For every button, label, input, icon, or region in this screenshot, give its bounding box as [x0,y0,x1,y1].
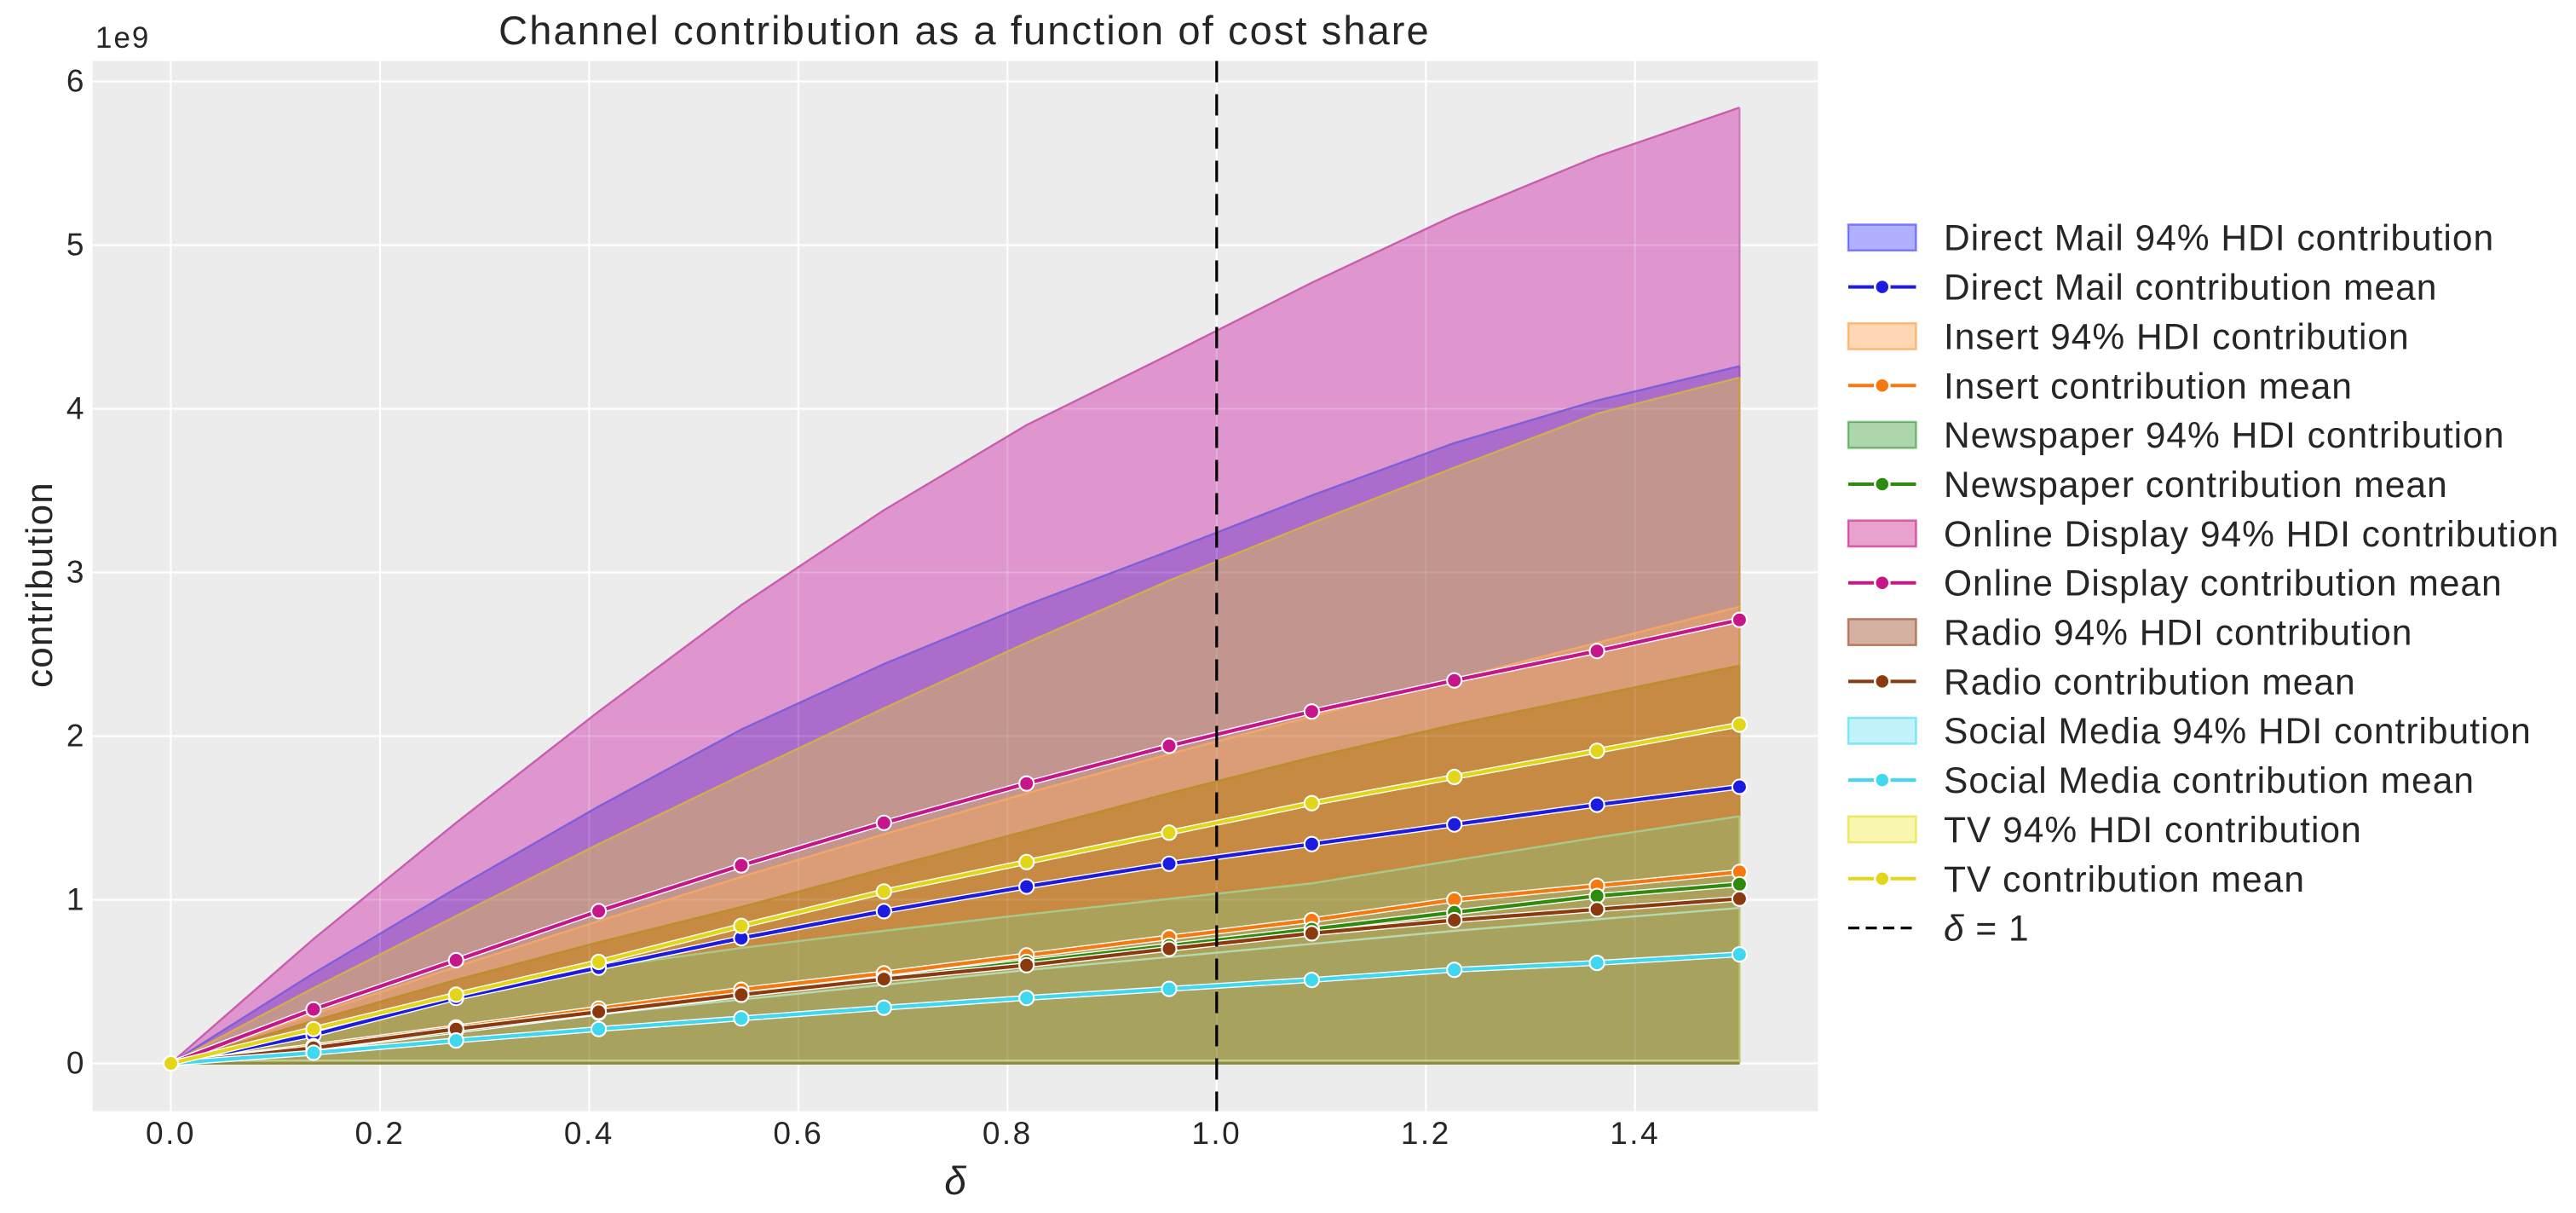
svg-text:contribution: contribution [19,482,61,688]
svg-text:1.0: 1.0 [1191,1116,1242,1151]
svg-text:5: 5 [66,228,84,263]
svg-text:0.0: 0.0 [146,1116,196,1151]
svg-text:0.6: 0.6 [773,1116,823,1151]
svg-text:1.4: 1.4 [1610,1116,1660,1151]
svg-text:0.8: 0.8 [983,1116,1033,1151]
svg-text:TV 94% HDI contribution: TV 94% HDI contribution [1944,811,2362,851]
svg-text:6: 6 [66,64,84,99]
svg-text:1.2: 1.2 [1401,1116,1451,1151]
svg-text:Online Display 94% HDI contrib: Online Display 94% HDI contribution [1944,515,2559,555]
svg-text:0.2: 0.2 [355,1116,406,1151]
svg-text:Channel contribution as a func: Channel contribution as a function of co… [498,8,1431,53]
svg-text:Newspaper 94% HDI contribution: Newspaper 94% HDI contribution [1944,416,2504,456]
svg-text:2: 2 [66,719,84,754]
svg-text:4: 4 [66,391,84,426]
svg-text:3: 3 [66,555,84,590]
svg-text:Social Media 94% HDI contribut: Social Media 94% HDI contribution [1944,712,2532,752]
svg-text:δ = 1: δ = 1 [1944,910,2030,950]
svg-text:Direct Mail 94% HDI contributi: Direct Mail 94% HDI contribution [1944,219,2494,259]
svg-text:Social Media contribution mean: Social Media contribution mean [1944,761,2475,801]
svg-text:Direct Mail contribution mean: Direct Mail contribution mean [1944,269,2437,309]
svg-text:1: 1 [66,882,84,917]
svg-text:Radio 94% HDI contribution: Radio 94% HDI contribution [1944,614,2412,654]
svg-text:0: 0 [66,1046,84,1081]
svg-text:δ: δ [944,1158,966,1203]
svg-text:Online Display contribution me: Online Display contribution mean [1944,564,2503,604]
svg-text:Newspaper contribution mean: Newspaper contribution mean [1944,465,2448,505]
svg-text:Insert 94% HDI contribution: Insert 94% HDI contribution [1944,317,2410,357]
svg-text:0.4: 0.4 [564,1116,614,1151]
svg-text:TV contribution mean: TV contribution mean [1944,860,2305,900]
svg-text:Radio contribution mean: Radio contribution mean [1944,662,2356,702]
svg-text:Insert contribution mean: Insert contribution mean [1944,367,2353,407]
svg-text:1e9: 1e9 [95,21,150,55]
